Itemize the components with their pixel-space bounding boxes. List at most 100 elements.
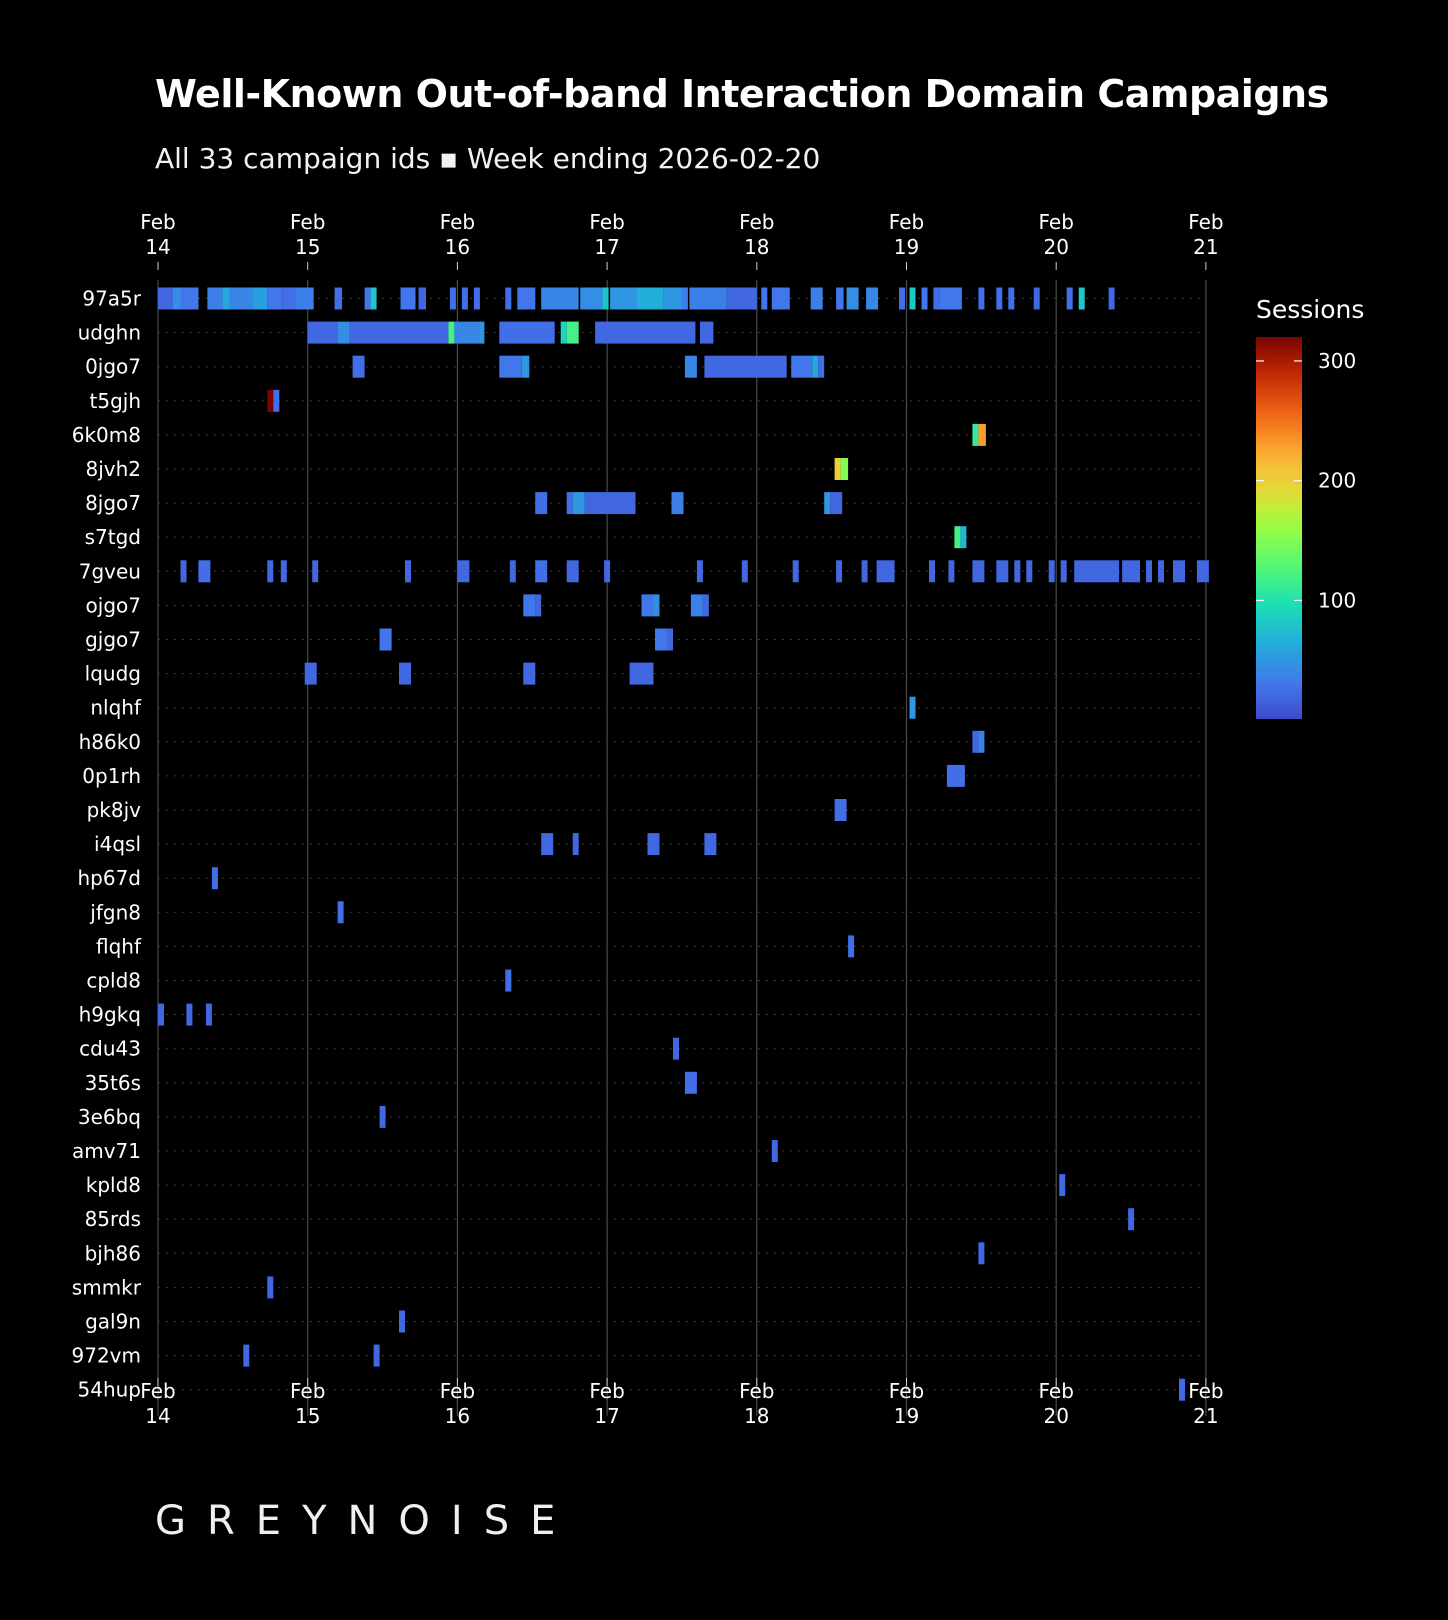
heatmap-cell-97a5r [370, 287, 377, 310]
row-label-h9gkq: h9gkq [79, 1003, 141, 1027]
x-tick-label-month: Feb [440, 210, 475, 234]
heatmap-cell-8jgo7 [671, 492, 684, 515]
heatmap-cell-97a5r [252, 287, 268, 310]
heatmap-cell-8jgo7 [566, 492, 573, 515]
grid-layer [157, 280, 1207, 1416]
colorbar-title: Sessions [1256, 295, 1364, 324]
heatmap-cell-6k0m8 [972, 423, 979, 446]
heatmap-cell-udghn [499, 321, 555, 344]
heatmap-cell-t5gjh [273, 389, 280, 412]
heatmap-cell-97a5r [1108, 287, 1115, 310]
heatmap-cell-7gveu [405, 560, 411, 583]
heatmap-cell-lqudg [523, 662, 536, 685]
row-label-amv71: amv71 [72, 1139, 141, 1163]
row-label-gjgo7: gjgo7 [85, 628, 141, 652]
heatmap-cell-97a5r [449, 287, 456, 310]
row-label-i4qsl: i4qsl [94, 832, 141, 856]
heatmap-cell-7gveu [535, 560, 548, 583]
heatmap-cell-t5gjh [267, 389, 274, 412]
x-tick-label-month: Feb [589, 210, 624, 234]
heatmap-cell-ojgo7 [702, 594, 709, 617]
x-tick-label-month: Feb [739, 210, 774, 234]
heatmap-cell-97a5r [681, 287, 688, 310]
row-label-s7tgd: s7tgd [85, 525, 141, 549]
heatmap-cell-8jgo7 [584, 492, 636, 515]
heatmap-cell-8jgo7 [535, 492, 548, 515]
row-label-udghn: udghn [78, 321, 141, 345]
heatmap-cell-0jgo7 [818, 355, 825, 378]
heatmap-cell-97a5r [909, 287, 916, 310]
heatmap-cell-3e6bq [379, 1105, 386, 1128]
heatmap-cell-gal9n [399, 1310, 405, 1333]
row-label-kpld8: kpld8 [86, 1173, 141, 1197]
heatmap-cell-97a5r [173, 287, 181, 310]
row-label-gal9n: gal9n [85, 1310, 141, 1334]
heatmap-cell-7gveu [1014, 560, 1021, 583]
heatmap-cell-lqudg [629, 662, 648, 685]
heatmap-cell-i4qsl [647, 833, 660, 856]
heatmap-cell-s7tgd [954, 526, 961, 549]
row-label-3e6bq: 3e6bq [78, 1105, 141, 1129]
heatmap-cell-7gveu [1158, 560, 1164, 583]
x-tick-label-day: 15 [295, 1404, 320, 1428]
heatmap-cell-7gveu [1196, 560, 1209, 583]
x-tick-label-day: 19 [894, 1404, 919, 1428]
heatmap-cell-97a5r [505, 287, 512, 310]
heatmap-cell-7gveu [836, 560, 843, 583]
heatmap-cell-6k0m8 [978, 423, 986, 446]
row-label-jfgn8: jfgn8 [89, 900, 141, 924]
heatmap-cell-udghn [349, 321, 449, 344]
heatmap-cell-i4qsl [704, 833, 717, 856]
heatmap-cell-7gveu [280, 560, 287, 583]
heatmap-cell-7gveu [861, 560, 868, 583]
heatmap-cell-97a5r [334, 287, 343, 310]
heatmap-cell-972vm [243, 1344, 250, 1367]
heatmap-cell-udghn [699, 321, 714, 344]
heatmap-cell-s7tgd [960, 526, 967, 549]
x-tick-label-day: 16 [445, 1404, 470, 1428]
x-tick-label-day: 16 [445, 235, 470, 259]
x-tick-label-day: 14 [145, 1404, 170, 1428]
heatmap-cell-97a5r [637, 287, 664, 310]
heatmap-cell-8jgo7 [824, 492, 831, 515]
heatmap-cell-97a5r [267, 287, 283, 310]
heatmap-cell-7gveu [1026, 560, 1033, 583]
heatmap-cell-ojgo7 [523, 594, 536, 617]
heatmap-cell-udghn [478, 321, 485, 344]
colorbar-tick-label: 100 [1318, 588, 1356, 612]
heatmap-cell-97a5r [180, 287, 199, 310]
heatmap-cell-97a5r [282, 287, 298, 310]
x-tick-label-day: 20 [1043, 235, 1068, 259]
row-label-flqhf: flqhf [96, 934, 142, 958]
heatmap-cell-0jgo7 [791, 355, 813, 378]
heatmap-cell-jfgn8 [337, 901, 344, 924]
heatmap-cell-97a5r [899, 287, 905, 310]
heatmap-cell-7gveu [509, 560, 516, 583]
heatmap-cell-ojgo7 [535, 594, 542, 617]
heatmap-cell-udghn [566, 321, 579, 344]
heatmap-cell-h9gkq [186, 1003, 193, 1026]
heatmap-cell-97a5r [473, 287, 480, 310]
heatmap-cell-7gveu [696, 560, 703, 583]
heatmap-cell-lqudg [304, 662, 317, 685]
heatmap-cell-ojgo7 [690, 594, 703, 617]
heatmap-cell-97a5r [1078, 287, 1085, 310]
heatmap-cell-97a5r [229, 287, 253, 310]
heatmap-cell-97a5r [866, 287, 879, 310]
row-label-h86k0: h86k0 [79, 730, 141, 754]
x-tick-label-day: 14 [145, 235, 170, 259]
row-label-97a5r: 97a5r [82, 287, 141, 311]
cells-layer [158, 287, 1209, 1401]
heatmap-cell-8jgo7 [572, 492, 585, 515]
heatmap-cell-0jgo7 [521, 355, 530, 378]
row-label-6k0m8: 6k0m8 [72, 423, 141, 447]
heatmap-cell-7gveu [180, 560, 187, 583]
heatmap-chart: 97a5r udghn 0jgo7 t5gjh 6k0m8 8jvh2 8jgo7 s7tgd… [72, 210, 1365, 1428]
heatmap-cell-97a5r [461, 287, 468, 310]
heatmap-cell-97a5r [1033, 287, 1040, 310]
chart-subtitle: All 33 campaign ids ▪ Week ending 2026-0… [155, 142, 821, 175]
heatmap-cell-h86k0 [978, 730, 985, 753]
heatmap-cell-amv71 [771, 1140, 778, 1162]
heatmap-cell-97a5r [846, 287, 859, 310]
heatmap-cell-97a5r [364, 287, 371, 310]
